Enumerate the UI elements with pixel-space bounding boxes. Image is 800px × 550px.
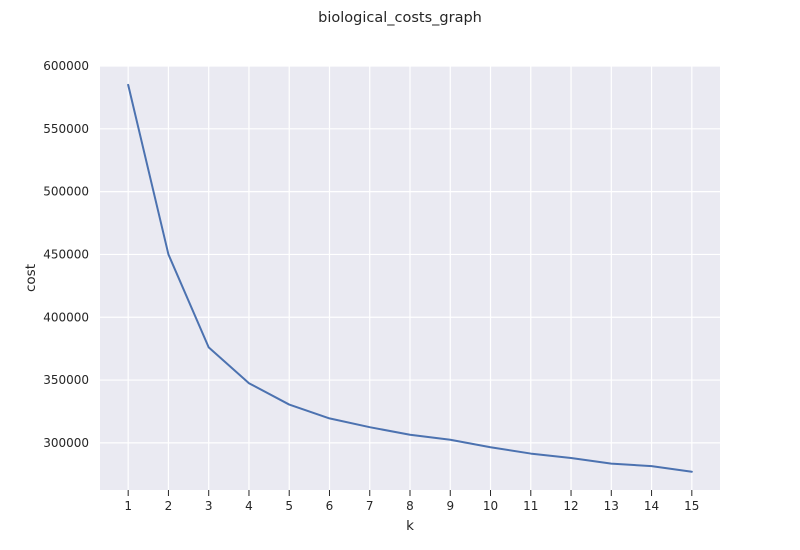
x-tick-label: 6 (326, 499, 334, 513)
x-tick-label: 8 (406, 499, 414, 513)
y-tick-label: 550000 (43, 122, 89, 136)
x-tick-label: 11 (523, 499, 538, 513)
x-axis-label: k (406, 518, 414, 534)
x-tick-label: 10 (483, 499, 498, 513)
y-tick-label: 500000 (43, 185, 89, 199)
gridlines (100, 65, 720, 490)
x-tick-label: 5 (285, 499, 293, 513)
series-line (127, 83, 693, 473)
x-tick-label: 13 (604, 499, 619, 513)
y-tick-label: 400000 (43, 310, 89, 324)
x-tick-label: 14 (644, 499, 659, 513)
x-tick-label: 1 (124, 499, 132, 513)
y-tick-label: 350000 (43, 373, 89, 387)
x-tick-label: 2 (165, 499, 173, 513)
y-tick-label: 450000 (43, 247, 89, 261)
y-tick-label: 300000 (43, 436, 89, 450)
x-tick-label: 9 (446, 499, 454, 513)
x-axis-ticks: 1 2 3 4 5 6 7 8 9 10 11 12 13 14 15 (124, 490, 699, 513)
x-tick-label: 7 (366, 499, 374, 513)
chart-title: biological_costs_graph (318, 10, 482, 26)
x-tick-label: 3 (205, 499, 213, 513)
x-tick-label: 12 (563, 499, 578, 513)
y-axis-label: cost (23, 264, 39, 292)
x-tick-label: 4 (245, 499, 253, 513)
y-tick-label: 600000 (43, 59, 89, 73)
y-axis-ticks: 300000 350000 400000 450000 500000 550000 6000… (43, 59, 89, 450)
x-tick-label: 15 (684, 499, 699, 513)
